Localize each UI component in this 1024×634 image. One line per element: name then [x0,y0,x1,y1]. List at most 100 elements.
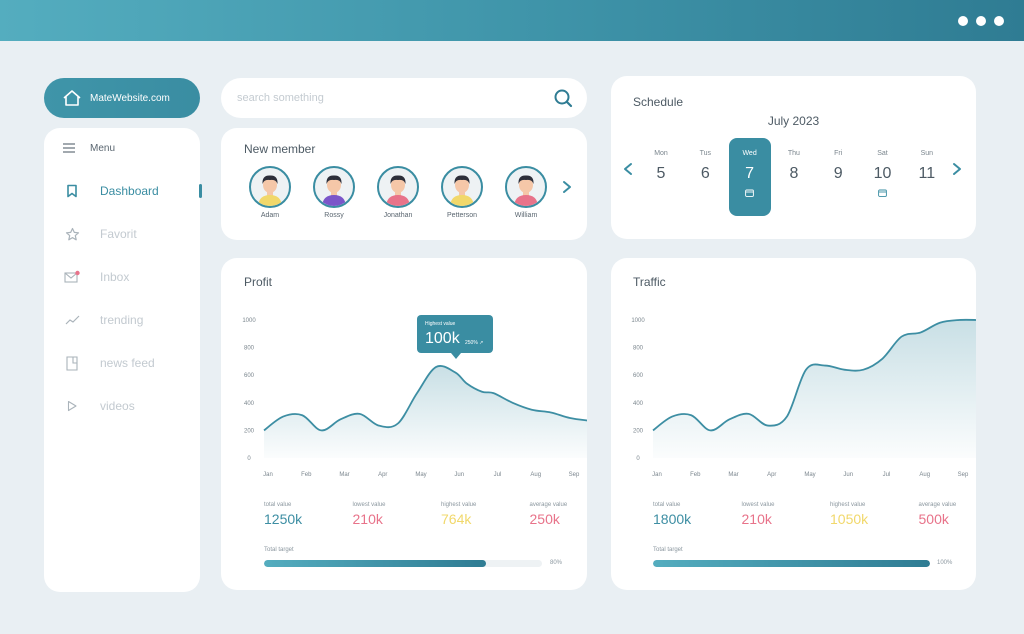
day-fri[interactable]: Fri 9 [817,138,859,216]
x-tick-label: May [804,472,815,478]
day-name: Thu [787,150,800,157]
bookmark-icon [64,183,80,199]
avatar [313,166,355,208]
series-line [263,365,587,432]
search-bar [221,78,587,118]
sidebar-item-label: news feed [100,356,155,370]
stat-label: highest value [441,502,477,508]
stat-value: 210k [352,511,383,527]
sidebar-item-label: Dashboard [100,184,159,198]
stat-average-value: average value 500k [919,502,957,527]
day-name: Tus [699,150,711,157]
y-tick-label: 1000 [242,318,256,324]
day-date: 8 [789,165,799,182]
x-tick-label: Sep [958,472,969,478]
sidebar-item-dashboard[interactable]: Dashboard [64,181,202,201]
day-date: 7 [745,165,755,182]
y-tick-label: 200 [244,428,255,434]
menu-header[interactable]: Menu [62,142,115,154]
stat-label: highest value [830,502,866,508]
stat-label: average value [918,502,957,508]
card-title: New member [244,142,316,156]
member-item[interactable]: Petterson [436,166,488,219]
chevron-left-icon[interactable] [623,162,633,176]
star-icon [64,226,80,242]
mail-icon [64,269,80,285]
brand-logo[interactable]: MateWebsite.com [44,78,200,118]
search-icon[interactable] [553,88,573,108]
y-tick-label: 400 [633,401,644,407]
member-name: Jonathan [383,212,413,219]
home-icon [63,90,81,106]
member-item[interactable]: Rossy [308,166,360,219]
tooltip-percent: 250% ↗ [465,340,484,346]
target-progress-bar [264,560,542,567]
day-date: 10 [873,165,892,182]
chevron-right-icon[interactable] [562,180,572,194]
target-percent: 100% [937,560,953,566]
x-tick-label: Jun [843,472,853,478]
sidebar-item-news-feed[interactable]: news feed [64,353,200,373]
y-tick-label: 1000 [631,318,645,324]
member-name: Rossy [324,212,344,219]
sidebar-item-trending[interactable]: trending [64,310,200,330]
x-tick-label: Aug [919,472,930,478]
dot [976,16,986,26]
sidebar-item-favorit[interactable]: Favorit [64,224,200,244]
avatar [377,166,419,208]
member-item[interactable]: William [500,166,552,219]
brand-name: MateWebsite.com [90,92,170,104]
stat-label: lowest value [352,502,386,508]
stat-average-value: average value 250k [530,502,568,527]
x-tick-label: Mar [339,472,349,478]
day-date: 5 [656,165,666,182]
card-title: Schedule [633,95,684,109]
highest-value-tooltip: Highest value 100k 250% ↗ [417,315,493,359]
profit-card: Profit 0 200 400 600 800 1000 Jan Feb Mar Apr May J… [221,258,587,590]
calendar-event-icon [878,189,887,197]
member-item[interactable]: Adam [244,166,296,219]
day-tus[interactable]: Tus 6 [684,138,726,216]
day-sat[interactable]: Sat 10 [862,138,904,216]
stat-value: 210k [741,511,772,527]
stat-label: total value [264,502,292,508]
search-input[interactable] [237,92,553,104]
hamburger-icon [63,143,75,153]
day-wed[interactable]: Wed 7 [728,138,771,216]
target-label: Total target [264,547,294,553]
y-tick-label: 800 [633,346,644,352]
progress-fill [264,560,487,567]
stat-total-value: total value 1800k [653,502,691,527]
more-options-icon[interactable] [958,16,1004,26]
card-title: Traffic [633,275,666,289]
sidebar-item-videos[interactable]: videos [64,396,200,416]
target-progress-bar [653,560,930,567]
newsfeed-icon [64,355,80,371]
day-name: Sun [920,150,934,157]
day-name: Sat [877,150,888,157]
stat-total-value: total value 1250k [264,502,302,527]
traffic-card: Traffic 0 200 400 600 800 1000 Jan Feb Mar Apr May… [611,258,976,590]
stat-label: total value [653,502,681,508]
target-label: Total target [653,547,683,553]
stat-label: lowest value [741,502,775,508]
tooltip-label: Highest value [425,321,456,327]
day-mon[interactable]: Mon 5 [640,138,682,216]
sidebar-item-inbox[interactable]: Inbox [64,267,200,287]
stat-value: 1050k [830,511,869,527]
sidebar-item-label: Inbox [100,270,130,284]
day-sun[interactable]: Sun 11 [906,138,948,216]
x-tick-label: Sep [569,472,580,478]
play-icon [64,398,80,414]
y-tick-label: 600 [633,373,644,379]
day-name: Mon [654,150,668,157]
day-thu[interactable]: Thu 8 [773,138,815,216]
day-date: 6 [700,165,710,182]
stat-lowest-value: lowest value 210k [742,502,775,527]
x-tick-label: Jun [454,472,464,478]
chevron-right-icon[interactable] [952,162,962,176]
y-tick-label: 0 [247,456,251,462]
top-bar [0,0,1024,41]
calendar-event-icon [745,189,754,197]
member-item[interactable]: Jonathan [372,166,424,219]
